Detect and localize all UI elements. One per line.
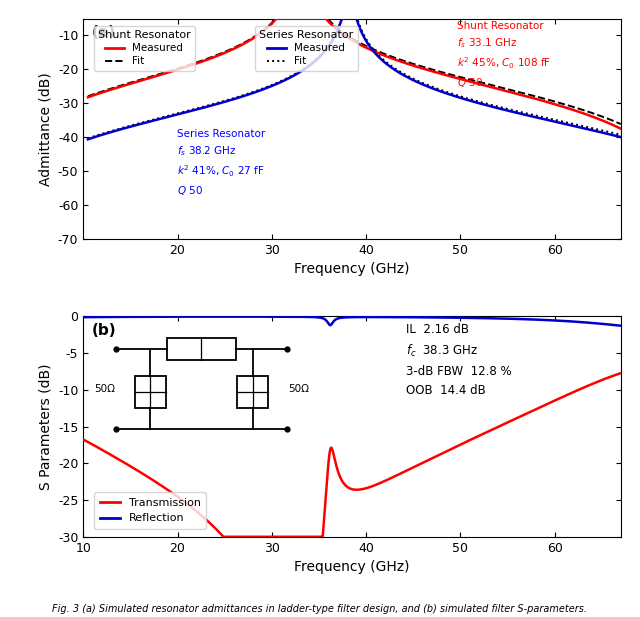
X-axis label: Frequency (GHz): Frequency (GHz) bbox=[294, 262, 410, 276]
Legend: Measured, Fit: Measured, Fit bbox=[255, 26, 358, 70]
Text: Fig. 3 (a) Simulated resonator admittances in ladder-type filter design, and (b): Fig. 3 (a) Simulated resonator admittanc… bbox=[52, 604, 588, 614]
Text: Shunt Resonator
$f_s$ 33.1 GHz
$k^2$ 45%, $C_0$ 108 fF
$Q$ 50: Shunt Resonator $f_s$ 33.1 GHz $k^2$ 45%… bbox=[457, 21, 551, 89]
X-axis label: Frequency (GHz): Frequency (GHz) bbox=[294, 560, 410, 574]
Text: IL  2.16 dB
$f_c$  38.3 GHz
3-dB FBW  12.8 %
OOB  14.4 dB: IL 2.16 dB $f_c$ 38.3 GHz 3-dB FBW 12.8 … bbox=[406, 323, 511, 397]
Legend: Transmission, Reflection: Transmission, Reflection bbox=[94, 492, 206, 529]
Text: Series Resonator
$f_s$ 38.2 GHz
$k^2$ 41%, $C_0$ 27 fF
$Q$ 50: Series Resonator $f_s$ 38.2 GHz $k^2$ 41… bbox=[177, 129, 266, 197]
Y-axis label: S Parameters (dB): S Parameters (dB) bbox=[38, 363, 52, 490]
Text: (a): (a) bbox=[92, 25, 115, 40]
Y-axis label: Admittance (dB): Admittance (dB) bbox=[38, 72, 52, 186]
Text: (b): (b) bbox=[92, 323, 116, 338]
